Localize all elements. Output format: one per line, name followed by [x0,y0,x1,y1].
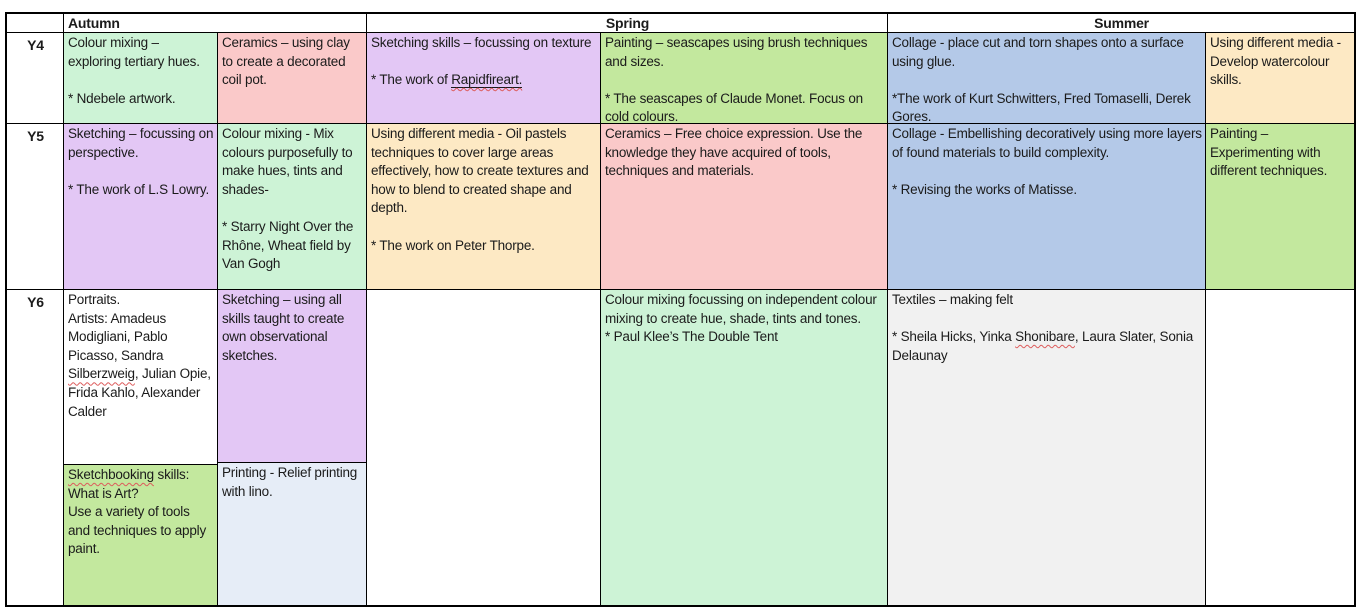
cell-y4-colour-mixing: Colour mixing – exploring tertiary hues.… [64,33,218,124]
cell-y6-colour-mixing: Colour mixing focussing on independent c… [601,290,888,605]
cell-y6-empty-summer-2 [1206,290,1354,605]
term-header-summer: Summer [888,14,1354,33]
cell-y6-printing: Printing - Relief printing with lino. [218,463,366,605]
curriculum-table: Autumn Spring Summer Y4 Colour mixing – … [5,12,1356,607]
cell-y4-ceramics: Ceramics – using clay to create a decora… [218,33,367,124]
cell-y4-sketching-skills: Sketching skills – focussing on texture … [367,33,601,124]
year-label-y4: Y4 [7,33,64,124]
cell-y6-empty-spring-1 [367,290,601,605]
cell-y5-different-media: Using different media - Oil pastels tech… [367,124,601,290]
cell-y4-collage: Collage - place cut and torn shapes onto… [888,33,1206,124]
cell-y5-colour-mixing: Colour mixing - Mix colours purposefully… [218,124,367,290]
year-label-y6: Y6 [7,290,64,605]
cell-y5-sketching: Sketching – focussing on perspective. * … [64,124,218,290]
corner-cell [7,14,64,33]
cell-y6-sketching: Sketching – using all skills taught to c… [218,290,366,463]
cell-y6-textiles: Textiles – making felt * Sheila Hicks, Y… [888,290,1206,605]
cell-y6-autumn-col2: Sketching – using all skills taught to c… [218,290,367,605]
term-header-autumn: Autumn [64,14,367,33]
cell-y6-portraits: Portraits. Artists: Amadeus Modigliani, … [64,290,217,465]
cell-y5-collage: Collage - Embellishing decoratively usin… [888,124,1206,290]
cell-y5-ceramics: Ceramics – Free choice expression. Use t… [601,124,888,290]
term-header-spring: Spring [367,14,888,33]
cell-y5-painting: Painting – Experimenting with different … [1206,124,1354,290]
cell-y6-sketchbooking: Sketchbooking skills: What is Art? Use a… [64,465,217,605]
cell-y6-autumn-col1: Portraits. Artists: Amadeus Modigliani, … [64,290,218,605]
year-label-y5: Y5 [7,124,64,290]
cell-y4-different-media: Using different media - Develop watercol… [1206,33,1354,124]
cell-y4-painting: Painting – seascapes using brush techniq… [601,33,888,124]
